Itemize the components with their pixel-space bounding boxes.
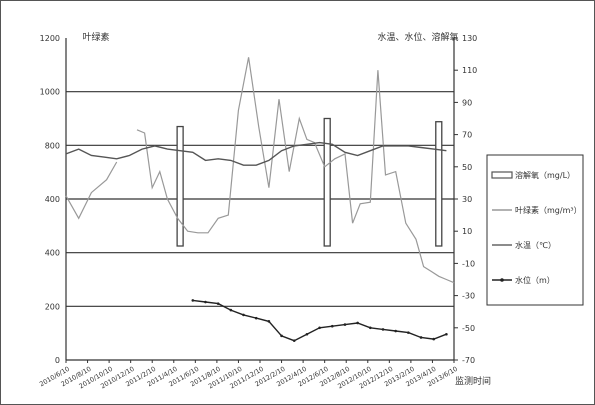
water-level-point — [394, 329, 397, 333]
water-level-point — [191, 299, 195, 302]
legend-label: 叶绿素（mg/m³） — [515, 205, 582, 215]
left-axis-title: 叶绿素 — [82, 31, 109, 43]
legend-label: 水位（m） — [515, 275, 555, 285]
water-level-point — [369, 326, 372, 330]
left-tick-label: 400 — [45, 249, 60, 258]
left-tick-label: 1200 — [40, 34, 60, 43]
chlorophyll-line — [65, 161, 118, 220]
right-tick-label: 50 — [462, 163, 472, 172]
water-level-point — [318, 326, 321, 330]
legend-label: 溶解氧（mg/L） — [515, 170, 575, 180]
legend-swatch — [491, 171, 513, 179]
right-tick-label: -70 — [462, 356, 475, 365]
dissolved-oxygen-bar — [323, 117, 331, 247]
water-level-point — [419, 336, 423, 339]
water-level-point — [216, 302, 220, 305]
right-tick-label: 70 — [462, 131, 472, 140]
water-level-point — [204, 300, 207, 304]
left-tick-label: 400 — [45, 195, 60, 204]
left-tick-label: 0 — [55, 356, 60, 365]
legend-swatch-dot — [500, 278, 504, 282]
water-level-point — [343, 323, 347, 326]
water-level-point — [330, 324, 334, 328]
right-tick-label: -50 — [462, 324, 475, 333]
water-level-point — [242, 313, 245, 317]
water-level-point — [381, 328, 385, 331]
right-tick-label: 10 — [462, 227, 472, 236]
right-tick-label: -30 — [462, 292, 475, 301]
legend: 溶解氧（mg/L） 叶绿素（mg/m³） 水温（℃） 水位（m） — [486, 154, 584, 306]
water-level-point — [229, 308, 233, 312]
water-level-point — [267, 320, 271, 323]
water-level-point — [292, 339, 296, 342]
right-axis-title: 水温、水位、溶解氧 — [377, 31, 458, 43]
plot-area: 0 200 400 400 800 1000 1200 -70 -50 -30 -10 10 30 50 7… — [38, 34, 477, 390]
dissolved-oxygen-bar — [435, 121, 443, 247]
water-level-point — [407, 331, 410, 334]
x-axis-title: 监测时间 — [455, 375, 491, 387]
water-level-point — [356, 321, 359, 325]
right-tick-label: -10 — [462, 259, 475, 268]
left-tick-label: 1000 — [40, 88, 60, 97]
water-level-point — [305, 332, 309, 336]
dissolved-oxygen-bar — [176, 125, 184, 247]
water-level-point — [432, 337, 436, 341]
right-tick-label: 130 — [462, 34, 477, 43]
chlorophyll-line — [136, 57, 455, 284]
left-tick-label: 200 — [45, 302, 60, 311]
legend-label: 水温（℃） — [515, 240, 556, 250]
right-tick-label: 30 — [462, 195, 472, 204]
right-tick-label: 110 — [462, 66, 477, 75]
water-level-point — [280, 334, 283, 338]
water-temperature-line — [65, 141, 447, 166]
water-level-point — [445, 332, 448, 336]
water-level-point — [254, 316, 258, 320]
right-tick-label: 90 — [462, 98, 472, 107]
left-tick-label: 800 — [45, 141, 60, 150]
